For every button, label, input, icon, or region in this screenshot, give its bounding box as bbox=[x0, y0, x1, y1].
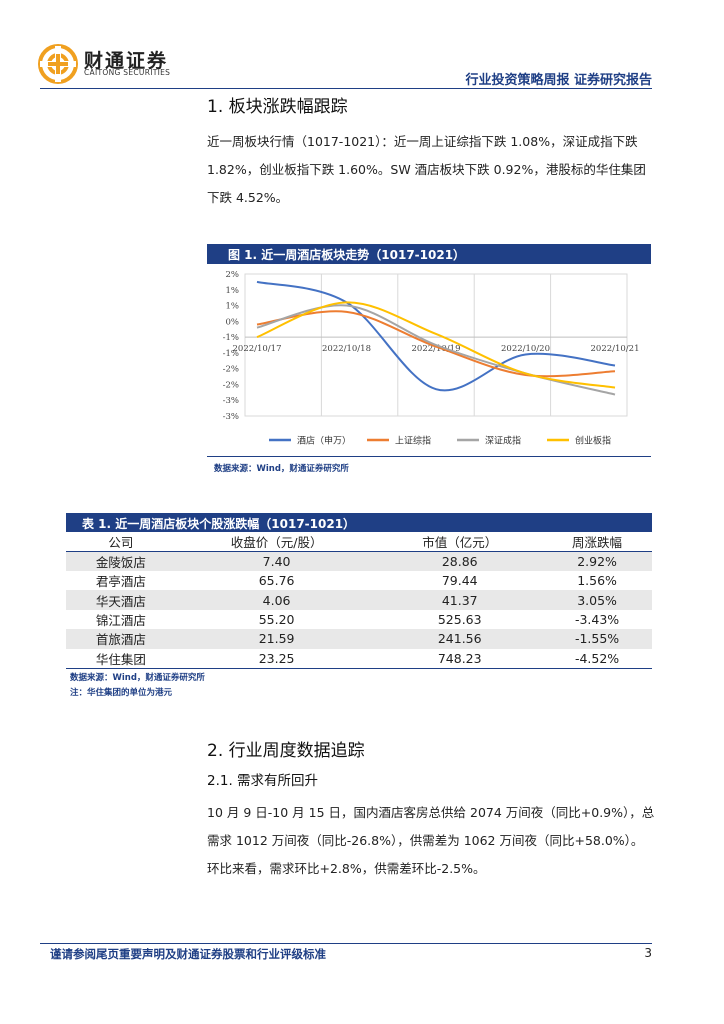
legend-label: 深证成指 bbox=[485, 435, 521, 447]
figure-title-bar bbox=[207, 244, 651, 264]
table-source: 数据来源：Wind，财通证券研究所 bbox=[70, 673, 205, 683]
table-header-row: 公司 收盘价（元/股） 市值（亿元） 周涨跌幅 bbox=[66, 532, 652, 552]
cell-change: 1.56% bbox=[542, 571, 652, 591]
page-number: 3 bbox=[644, 946, 652, 960]
caitong-logo-icon bbox=[38, 44, 78, 84]
cell-close: 4.06 bbox=[175, 590, 378, 610]
cell-close: 65.76 bbox=[175, 571, 378, 591]
figure-source: 数据来源：Wind，财通证券研究所 bbox=[214, 464, 349, 474]
figure-bottom-divider bbox=[207, 456, 651, 457]
paragraph-line: 环比来看，需求环比+2.8%，供需差环比-2.5%。 bbox=[207, 861, 486, 876]
header-divider bbox=[40, 88, 652, 89]
paragraph-line: 近一周板块行情（1017-1021）：近一周上证综指下跌 1.08%，深证成指下… bbox=[207, 134, 638, 149]
y-tick-label: -3% bbox=[223, 412, 239, 422]
cell-change: -1.55% bbox=[542, 629, 652, 649]
cell-change: -3.43% bbox=[542, 609, 652, 630]
line-chart: 2% 1% 1% 0% -1% -1% -2% -2% -3% -3% 2022/10/17 2022… bbox=[223, 270, 640, 447]
legend-label: 上证综指 bbox=[395, 435, 431, 447]
y-tick-label: 0% bbox=[226, 317, 240, 327]
table-row: 华住集团 23.25 748.23 -4.52% bbox=[66, 648, 652, 669]
series-line-3 bbox=[256, 301, 616, 389]
x-tick-label: 2022/10/21 bbox=[591, 344, 640, 354]
table-note: 注：华住集团的单位为港元 bbox=[70, 688, 173, 698]
table-row: 金陵饭店 7.40 28.86 2.92% bbox=[66, 551, 652, 571]
figure-title: 图 1. 近一周酒店板块走势（1017-1021） bbox=[228, 248, 466, 262]
y-tick-label: 1% bbox=[226, 286, 240, 296]
paragraph-line: 需求 1012 万间夜（同比-26.8%），供需差为 1062 万间夜（同比+5… bbox=[207, 833, 644, 848]
plot-area bbox=[244, 273, 628, 417]
cell-change: 3.05% bbox=[542, 590, 652, 610]
logo-text-cn: 财通证券 bbox=[84, 50, 169, 72]
y-tick-label: -3% bbox=[223, 396, 239, 406]
cell-mktcap: 241.56 bbox=[377, 629, 543, 649]
cell-change: 2.92% bbox=[542, 551, 652, 571]
col-header-mktcap: 市值（亿元） bbox=[377, 532, 543, 552]
table-row: 君亭酒店 65.76 79.44 1.56% bbox=[66, 571, 652, 591]
table-row: 锦江酒店 55.20 525.63 -3.43% bbox=[66, 609, 652, 630]
y-tick-label: 2% bbox=[226, 270, 240, 280]
cell-close: 7.40 bbox=[175, 551, 378, 571]
cell-company: 华住集团 bbox=[66, 648, 176, 669]
cell-mktcap: 748.23 bbox=[377, 648, 543, 669]
y-tick-label: -1% bbox=[223, 349, 239, 359]
table-title-bar bbox=[66, 513, 652, 532]
footer-disclaimer: 谨请参阅尾页重要声明及财通证券股票和行业评级标准 bbox=[50, 947, 326, 961]
legend-label: 酒店（申万） bbox=[297, 435, 351, 447]
paragraph-line: 1.82%，创业板指下跌 1.60%。SW 酒店板块下跌 0.92%，港股标的华… bbox=[207, 162, 646, 177]
stock-table: 公司 收盘价（元/股） 市值（亿元） 周涨跌幅 金陵饭店 7.40 28.86 … bbox=[66, 532, 652, 669]
cell-close: 55.20 bbox=[175, 609, 378, 630]
cell-company: 锦江酒店 bbox=[66, 609, 176, 630]
section2-subheading: 2.1. 需求有所回升 bbox=[207, 773, 319, 789]
x-tick-label: 2022/10/20 bbox=[501, 344, 550, 354]
col-header-company: 公司 bbox=[66, 532, 176, 552]
cell-mktcap: 525.63 bbox=[377, 609, 543, 630]
table-row: 华天酒店 4.06 41.37 3.05% bbox=[66, 590, 652, 610]
cell-mktcap: 79.44 bbox=[377, 571, 543, 591]
report-type: 行业投资策略周报 证券研究报告 bbox=[465, 73, 652, 88]
y-tick-label: -1% bbox=[223, 333, 239, 343]
section2-paragraph: 10 月 9 日-10 月 15 日，国内酒店客房总供给 2074 万间夜（同比… bbox=[207, 799, 655, 883]
legend-label: 创业板指 bbox=[575, 435, 611, 447]
table-row: 首旅酒店 21.59 241.56 -1.55% bbox=[66, 629, 652, 649]
paragraph-line: 下跌 4.52%。 bbox=[207, 190, 289, 205]
y-tick-label: -2% bbox=[223, 380, 239, 390]
series-line-1 bbox=[256, 310, 616, 378]
cell-company: 金陵饭店 bbox=[66, 551, 176, 571]
y-tick-label: 1% bbox=[226, 302, 240, 312]
cell-close: 23.25 bbox=[175, 648, 378, 669]
x-tick-label: 2022/10/17 bbox=[233, 344, 282, 354]
cell-close: 21.59 bbox=[175, 629, 378, 649]
col-header-change: 周涨跌幅 bbox=[542, 532, 652, 552]
series-line-0 bbox=[256, 280, 616, 392]
logo-text-en: CAITONG SECURITIES bbox=[84, 68, 171, 77]
cell-mktcap: 28.86 bbox=[377, 551, 543, 571]
footer-divider bbox=[40, 943, 652, 944]
x-tick-label: 2022/10/19 bbox=[412, 344, 461, 354]
cell-mktcap: 41.37 bbox=[377, 590, 543, 610]
col-header-close: 收盘价（元/股） bbox=[175, 532, 378, 552]
y-tick-label: -2% bbox=[223, 365, 239, 375]
paragraph-line: 10 月 9 日-10 月 15 日，国内酒店客房总供给 2074 万间夜（同比… bbox=[207, 805, 655, 820]
section1-paragraph: 近一周板块行情（1017-1021）：近一周上证综指下跌 1.08%，深证成指下… bbox=[207, 128, 655, 212]
section1-heading: 1. 板块涨跌幅跟踪 bbox=[207, 97, 348, 117]
x-tick-label: 2022/10/18 bbox=[322, 344, 371, 354]
cell-change: -4.52% bbox=[542, 648, 652, 669]
cell-company: 华天酒店 bbox=[66, 590, 176, 610]
table-title: 表 1. 近一周酒店板块个股涨跌幅（1017-1021） bbox=[82, 517, 356, 531]
section2-heading: 2. 行业周度数据追踪 bbox=[207, 741, 365, 761]
cell-company: 君亭酒店 bbox=[66, 571, 176, 591]
cell-company: 首旅酒店 bbox=[66, 629, 176, 649]
